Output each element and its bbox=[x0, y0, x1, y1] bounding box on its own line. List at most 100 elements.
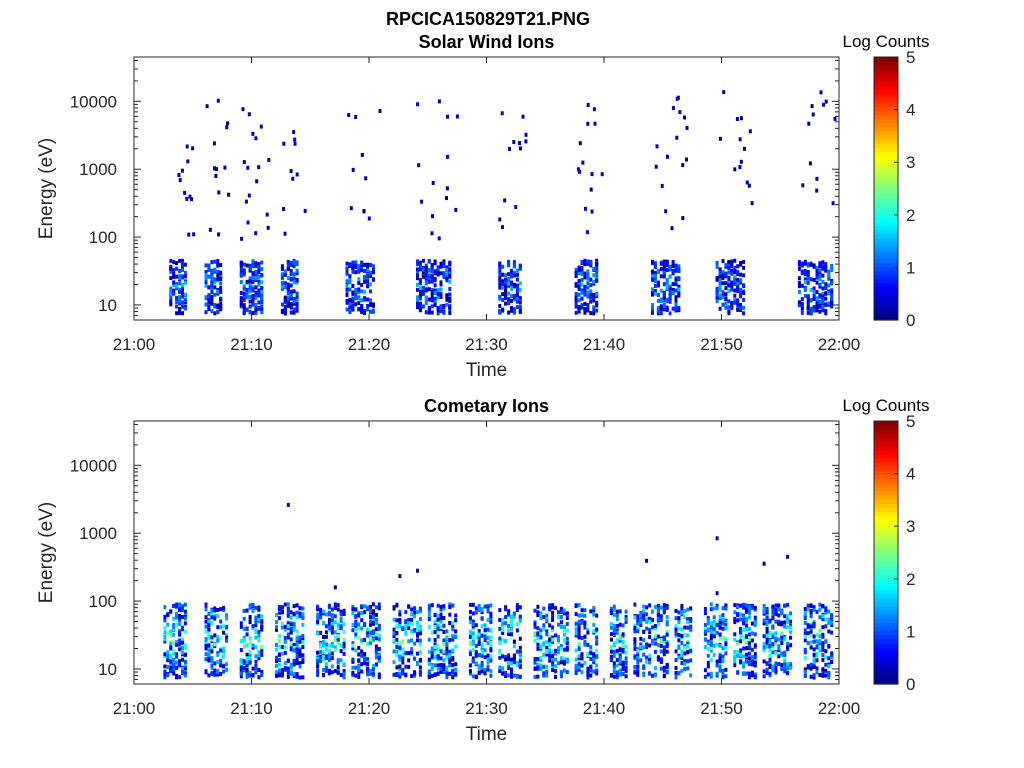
heatmap-cell bbox=[175, 673, 179, 678]
heatmap-cell bbox=[742, 311, 746, 316]
heatmap-cell bbox=[295, 661, 299, 666]
heatmap-cell bbox=[812, 296, 816, 301]
heatmap-cell bbox=[733, 275, 737, 280]
heatmap-cell bbox=[577, 647, 581, 652]
heatmap-cell bbox=[715, 603, 719, 608]
heatmap-cell bbox=[551, 628, 555, 633]
heatmap-cell bbox=[292, 662, 296, 667]
heatmap-cell bbox=[753, 620, 757, 625]
heatmap-cell bbox=[712, 634, 716, 639]
heatmap-cell bbox=[454, 644, 458, 649]
heatmap-cell bbox=[322, 652, 325, 657]
heatmap-cell bbox=[615, 624, 619, 629]
heatmap-cell bbox=[803, 288, 807, 293]
heatmap-cell bbox=[830, 620, 834, 625]
heatmap-cell bbox=[683, 667, 687, 671]
heatmap-cell bbox=[747, 609, 751, 614]
heatmap-cell bbox=[280, 668, 284, 672]
heatmap-cell bbox=[736, 283, 740, 288]
heatmap-cell bbox=[612, 604, 616, 609]
heatmap-cell bbox=[642, 652, 646, 657]
heatmap-cell bbox=[333, 645, 337, 650]
heatmap-cell bbox=[586, 277, 590, 282]
heatmap-cell bbox=[806, 310, 810, 315]
heatmap-cell bbox=[507, 283, 511, 288]
heatmap-cell bbox=[357, 667, 361, 672]
heatmap-cell bbox=[580, 282, 584, 287]
heatmap-cell bbox=[486, 627, 490, 632]
heatmap-cell bbox=[674, 608, 678, 613]
heatmap-cell bbox=[377, 626, 381, 631]
heatmap-cell bbox=[659, 261, 663, 266]
heatmap-cell bbox=[518, 281, 522, 286]
heatmap-cell bbox=[724, 305, 728, 310]
heatmap-cell bbox=[595, 613, 599, 618]
heatmap-cell bbox=[277, 634, 281, 639]
heatmap-cell bbox=[210, 283, 214, 288]
heatmap-cell bbox=[178, 274, 182, 279]
heatmap-cell bbox=[812, 624, 816, 629]
heatmap-cell bbox=[803, 294, 807, 298]
heatmap-cell bbox=[592, 622, 596, 627]
heatmap-cell bbox=[512, 307, 516, 312]
heatmap-cell bbox=[280, 625, 284, 630]
heatmap-cell bbox=[662, 259, 666, 264]
heatmap-cell bbox=[822, 102, 826, 107]
heatmap-cell bbox=[363, 262, 367, 267]
heatmap-cell bbox=[442, 606, 446, 611]
heatmap-cell bbox=[615, 675, 619, 680]
heatmap-cell bbox=[327, 618, 331, 622]
heatmap-cell bbox=[659, 304, 663, 309]
heatmap-cell bbox=[510, 632, 513, 637]
heatmap-cell bbox=[665, 642, 669, 647]
heatmap-cell bbox=[830, 613, 834, 618]
heatmap-cell bbox=[245, 663, 249, 667]
heatmap-cell bbox=[219, 289, 223, 294]
heatmap-cell bbox=[800, 310, 804, 315]
heatmap-cell bbox=[289, 263, 293, 267]
heatmap-cell bbox=[216, 608, 220, 612]
heatmap-cell bbox=[768, 653, 772, 658]
heatmap-cell bbox=[204, 637, 208, 642]
heatmap-cell bbox=[686, 607, 690, 612]
heatmap-cell bbox=[589, 311, 593, 316]
heatmap-cell bbox=[615, 673, 619, 678]
heatmap-cell bbox=[163, 618, 167, 623]
heatmap-cell bbox=[489, 641, 493, 646]
heatmap-cell bbox=[336, 623, 340, 627]
heatmap-cell bbox=[242, 637, 246, 642]
heatmap-cell bbox=[286, 674, 290, 679]
heatmap-cell bbox=[824, 302, 828, 307]
heatmap-cell bbox=[786, 625, 790, 630]
heatmap-cell bbox=[589, 657, 593, 661]
heatmap-cell bbox=[806, 665, 810, 670]
heatmap-cell bbox=[786, 614, 790, 618]
heatmap-cell bbox=[548, 603, 552, 608]
heatmap-cell bbox=[703, 644, 707, 649]
heatmap-cell bbox=[562, 661, 566, 666]
heatmap-cell bbox=[539, 628, 543, 633]
heatmap-cell bbox=[216, 273, 220, 278]
heatmap-cell bbox=[797, 303, 801, 308]
heatmap-cell bbox=[259, 124, 263, 129]
heatmap-cell bbox=[433, 650, 437, 655]
heatmap-cell bbox=[395, 618, 399, 623]
heatmap-cell bbox=[577, 642, 581, 646]
heatmap-cell bbox=[639, 613, 643, 618]
heatmap-cell bbox=[248, 279, 252, 284]
heatmap-cell bbox=[251, 643, 255, 648]
heatmap-cell bbox=[548, 637, 552, 642]
heatmap-cell bbox=[721, 290, 725, 295]
heatmap-cell bbox=[780, 651, 784, 656]
heatmap-cell bbox=[771, 664, 775, 669]
heatmap-cell bbox=[721, 606, 725, 611]
heatmap-cell bbox=[683, 632, 687, 637]
heatmap-cell bbox=[316, 612, 320, 617]
heatmap-cell bbox=[812, 673, 816, 678]
heatmap-cell bbox=[245, 608, 249, 613]
heatmap-cell bbox=[295, 296, 299, 301]
heatmap-cell bbox=[689, 606, 693, 611]
heatmap-cell bbox=[239, 674, 243, 679]
heatmap-cell bbox=[286, 262, 290, 267]
heatmap-cell bbox=[821, 273, 825, 278]
